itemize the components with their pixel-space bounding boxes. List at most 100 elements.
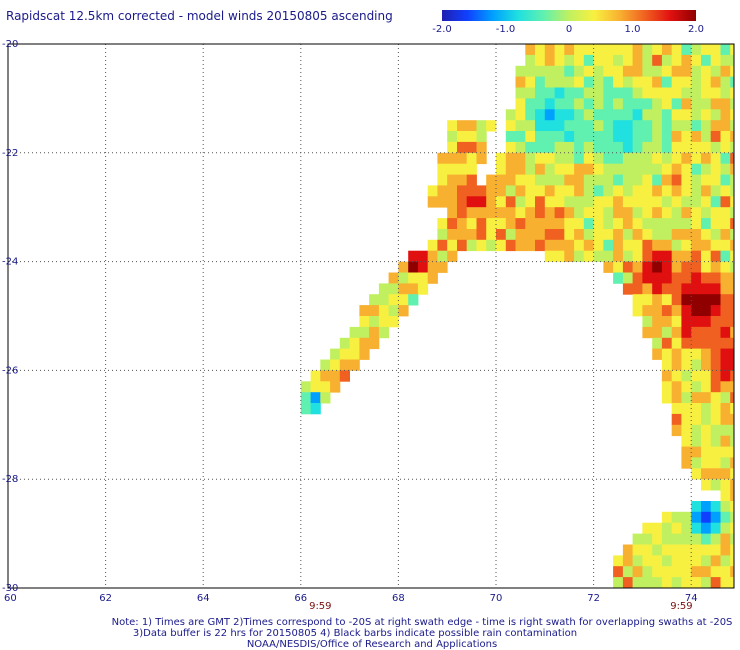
swath-cell: [622, 87, 634, 99]
swath-cell: [505, 218, 516, 230]
swath-cell: [515, 120, 526, 132]
swath-cell: [593, 152, 604, 165]
swath-cell: [701, 239, 712, 252]
x-tick-label: 74: [685, 593, 698, 604]
swath-cell: [720, 501, 731, 513]
swath-cell: [339, 337, 350, 350]
swath-cell: [720, 44, 731, 56]
swath-cell: [515, 109, 526, 121]
swath-cell: [330, 370, 341, 382]
swath-cell: [681, 326, 692, 339]
swath-cell: [681, 381, 692, 393]
swath-cell: [720, 272, 731, 284]
time-labels: 9:59 9:59: [309, 601, 693, 612]
swath-cell: [564, 76, 575, 88]
swath-cell: [681, 305, 692, 317]
swath-cell: [730, 305, 734, 317]
swath-cell: [447, 207, 458, 219]
swath-cell: [652, 109, 663, 121]
swath-cell: [632, 218, 643, 230]
swath-cell: [564, 141, 575, 154]
swath-cell: [691, 555, 702, 567]
swath-cell: [661, 381, 673, 393]
swath-cell: [564, 120, 575, 132]
swath-cell: [632, 152, 643, 165]
swath-cell: [730, 283, 734, 295]
swath-cell: [593, 44, 604, 56]
swath-cell: [496, 163, 507, 175]
swath-cell: [320, 381, 331, 393]
swath-cell: [622, 65, 634, 78]
swath-cell: [496, 174, 507, 186]
swath-cell: [701, 511, 712, 524]
swath-cell: [671, 207, 682, 219]
swath-cell: [701, 229, 712, 241]
swath-cell: [691, 435, 702, 447]
swath-cell: [691, 44, 702, 56]
swath-cell: [681, 577, 692, 588]
swath-cell: [457, 196, 468, 208]
swath-cell: [701, 479, 712, 491]
swath-cell: [388, 283, 399, 295]
swath-cell: [535, 44, 546, 56]
swath-cell: [681, 359, 692, 371]
swath-cell: [652, 218, 663, 230]
swath-cell: [603, 65, 614, 78]
swath-cell: [622, 207, 634, 219]
swath-cell: [583, 250, 594, 262]
swath-cell: [593, 196, 604, 208]
swath-cell: [622, 196, 634, 208]
swath-cell: [583, 120, 594, 132]
swath-cell: [369, 316, 380, 328]
swath-cell: [730, 544, 734, 556]
swath-cell: [661, 566, 673, 578]
swath-cell: [642, 152, 653, 165]
swath-cell: [720, 76, 731, 88]
swath-cell: [369, 294, 380, 306]
swath-cell: [661, 544, 673, 556]
swath-cell: [681, 44, 692, 56]
swath-cell: [681, 424, 692, 437]
swath-cell: [622, 44, 634, 56]
swath-cell: [710, 326, 721, 339]
swath-cell: [652, 544, 663, 556]
swath-cell: [642, 196, 653, 208]
swath-cell: [593, 98, 604, 110]
swath-cell: [671, 294, 682, 306]
swath-cell: [730, 229, 734, 241]
swath-cell: [710, 522, 721, 534]
swath-cell: [671, 120, 682, 132]
swath-cell: [583, 152, 594, 165]
swath-cell: [730, 239, 734, 252]
swath-cell: [583, 141, 594, 154]
colorbar-scale: [442, 10, 696, 21]
swath-cell: [671, 174, 682, 186]
swath-cell: [701, 337, 712, 350]
swath-cell: [691, 229, 702, 241]
swath-cell: [632, 250, 643, 262]
swath-cell: [701, 54, 712, 67]
swath-cell: [661, 326, 673, 339]
swath-cell: [730, 109, 734, 121]
swath-cell: [691, 533, 702, 545]
swath-cell: [710, 348, 721, 360]
swath-cell: [622, 163, 634, 175]
swath-cell: [515, 229, 526, 241]
swath-cell: [525, 218, 536, 230]
swath-cell: [622, 218, 634, 230]
swath-cell: [720, 316, 731, 328]
swath-cell: [622, 239, 634, 252]
swath-cell: [691, 413, 702, 426]
swath-cell: [652, 131, 663, 143]
swath-cell: [330, 348, 341, 360]
swath-cell: [408, 294, 419, 306]
swath-cell: [642, 272, 653, 284]
swath-cell: [583, 207, 594, 219]
swath-cell: [447, 141, 458, 154]
swath-cell: [525, 109, 536, 121]
swath-cell: [671, 272, 682, 284]
swath-cell: [701, 76, 712, 88]
swath-cell: [535, 131, 546, 143]
swath-cell: [681, 392, 692, 404]
swath-cell: [730, 348, 734, 360]
